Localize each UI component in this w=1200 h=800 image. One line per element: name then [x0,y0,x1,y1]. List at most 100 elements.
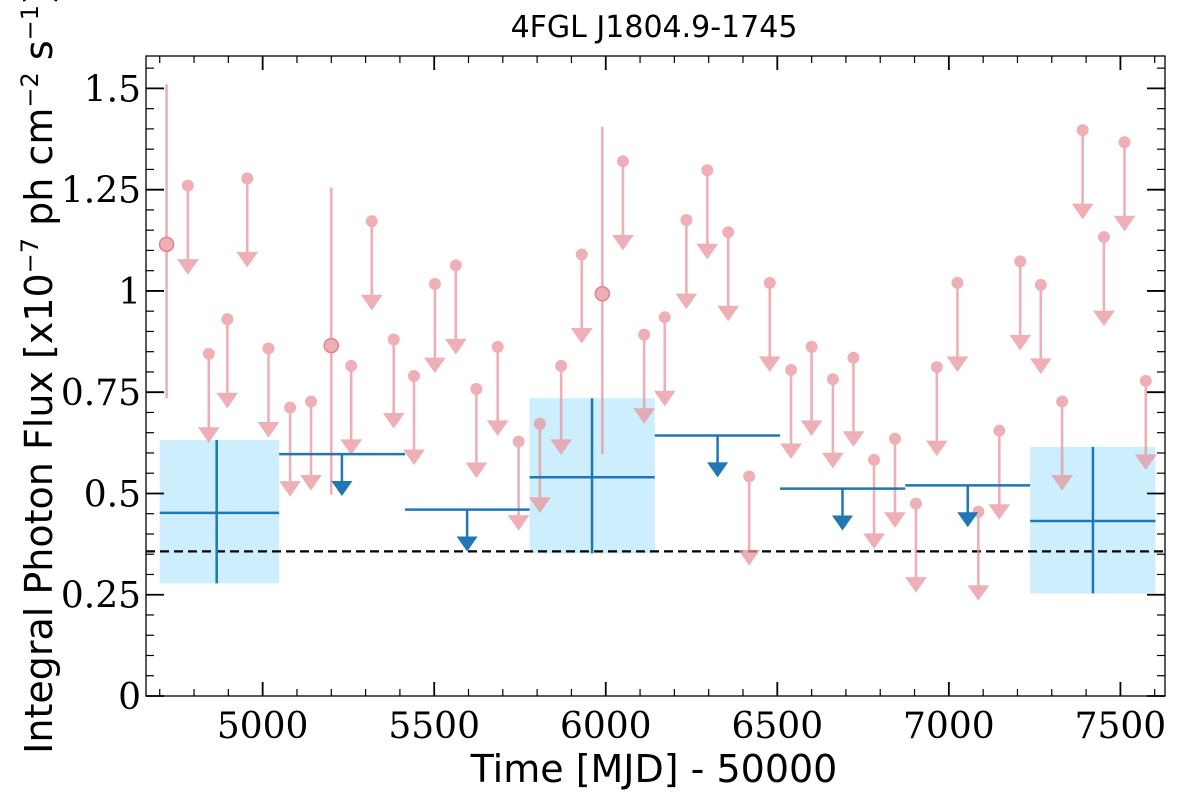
short-bin-marker-29 [743,470,756,483]
short-bin-point-40 [988,424,1011,520]
short-bin-point-36 [904,497,927,593]
y-axis-label-exp-2: −2 [16,72,44,107]
short-bin-point-21 [594,126,611,455]
short-bin-arrow-26 [696,170,719,260]
short-bin-point-5 [257,342,280,438]
short-bin-arrow-35 [884,438,906,528]
short-bin-point-38 [946,276,969,372]
short-bin-point-25 [675,214,698,310]
short-bin-arrow-15-head [465,462,488,479]
short-bin-arrow-10-head [360,294,383,311]
short-bin-arrow-26-head [696,243,719,260]
short-bin-marker-16 [491,340,504,353]
short-bin-arrow-43-head [1051,475,1073,491]
short-bin-arrow-33-head [842,431,865,447]
short-bin-marker-0 [158,236,175,253]
short-bin-arrow-7-head [300,475,322,491]
x-tick-label-5: 7500 [1075,706,1167,747]
short-bin-arrow-19 [550,365,573,455]
long-bin-point-5 [780,487,906,531]
short-bin-arrow-43 [1051,401,1073,491]
short-bin-arrow-14 [444,265,467,355]
short-bin-arrow-6 [279,407,302,497]
y-tick-label-1: 0.25 [61,576,141,617]
short-bin-arrow-47-head [1134,454,1157,470]
short-bin-point-14 [444,259,467,355]
short-bin-arrow-37 [925,367,948,457]
short-bin-arrow-41-head [1009,334,1032,351]
y-tick-label-4: 1 [118,272,141,313]
short-bin-marker-1 [181,179,194,192]
short-bin-marker-33 [847,351,860,364]
x-tick-label-1: 5500 [388,706,480,747]
short-bin-marker-7 [305,395,318,408]
short-bin-marker-34 [868,453,881,466]
short-bin-marker-3 [221,313,234,326]
short-bin-arrow-16-head [486,420,509,436]
short-bin-arrow-40 [988,430,1011,520]
short-bin-point-10 [360,215,383,311]
long-bin-arrow-1-head [331,481,353,497]
short-bin-marker-41 [1014,255,1027,268]
short-bin-marker-19 [555,359,568,372]
short-bin-marker-44 [1076,124,1089,137]
y-tick-label-3: 0.75 [61,373,141,414]
short-bin-point-23 [633,328,656,424]
short-bin-marker-27 [722,226,735,239]
short-bin-arrow-15 [465,388,488,479]
long-bin-arrow-6 [957,485,979,528]
short-bin-arrow-33 [842,357,865,447]
long-bin-point-3 [529,398,655,554]
short-bin-arrow-3-head [216,392,239,409]
y-tick-label-2: 0.5 [84,474,141,515]
short-bin-arrow-1-head [176,259,199,275]
short-bin-point-24 [653,311,676,407]
short-bin-point-1 [176,179,199,275]
short-bin-arrow-5 [257,348,280,438]
x-tick-label-4: 7000 [903,706,995,747]
short-bin-arrow-46-head [1113,215,1136,232]
axes-frame [145,55,1166,697]
short-bin-arrow-47 [1134,380,1157,470]
short-bin-marker-31 [805,340,818,353]
short-bin-point-30 [780,363,802,460]
short-bin-arrow-39 [967,511,990,601]
short-bin-marker-18 [533,417,546,430]
short-bin-arrow-30 [780,369,802,460]
short-bin-arrow-25 [675,220,698,310]
short-bin-marker-37 [930,361,943,374]
short-bin-point-19 [550,359,573,455]
short-bin-arrow-27-head [717,305,740,322]
long-bin-point-7 [1030,446,1156,594]
short-bin-arrow-31 [800,346,823,436]
short-bin-arrow-29-head [738,549,761,566]
long-bin-point-1 [279,452,406,497]
short-bin-arrow-9 [340,365,363,455]
short-bin-point-45 [1093,231,1115,327]
short-bin-arrow-32 [821,379,844,469]
short-bin-arrow-23 [633,334,656,424]
short-bin-point-0 [158,84,175,399]
long-bin-point-2 [405,508,530,552]
short-bin-marker-32 [826,373,839,386]
short-bin-arrow-46 [1113,142,1136,232]
y-tick-label-6: 1.5 [84,69,141,110]
short-bin-point-37 [925,361,948,457]
short-bin-arrow-42-head [1029,358,1052,374]
short-bin-arrow-25-head [675,293,698,310]
short-bin-arrow-3 [216,319,239,409]
plot-area: 5000 5500 6000 6500 7000 7500 0 0.25 0.5 0.75 1 1.2… [61,55,1167,747]
short-bin-arrow-1 [176,185,199,275]
short-bin-arrow-2 [197,353,220,443]
short-bin-marker-45 [1097,231,1110,244]
long-bin-point-4 [654,434,781,478]
short-bin-arrow-22 [611,161,634,251]
short-bin-arrow-20-head [570,327,593,344]
short-bin-marker-15 [470,382,483,395]
short-bin-arrow-2-head [197,427,220,443]
short-bin-arrow-18-head [528,497,551,513]
short-bin-arrow-36-head [904,577,927,593]
short-bin-arrow-28 [758,282,781,372]
short-bin-arrow-13 [423,284,446,374]
